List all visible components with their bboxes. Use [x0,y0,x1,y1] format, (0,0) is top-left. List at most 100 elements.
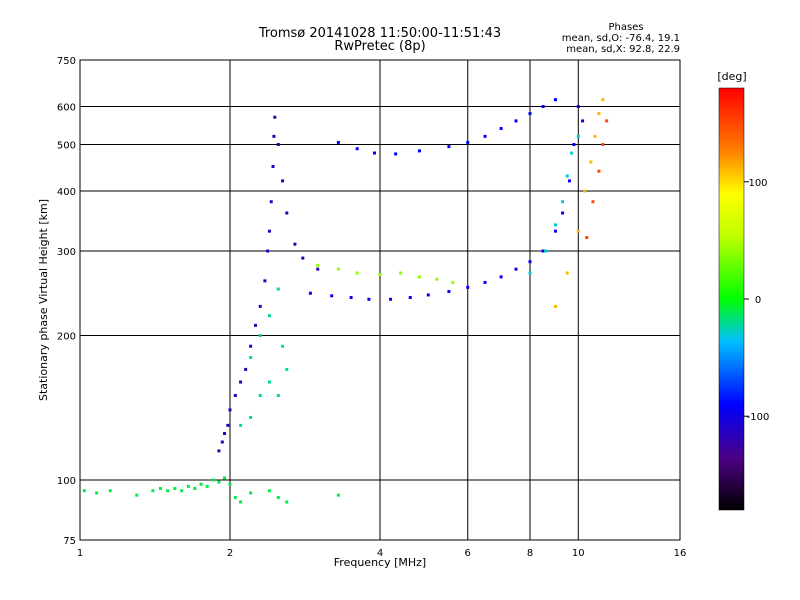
data-point [239,500,243,504]
data-point [258,334,262,338]
x-tick-label: 10 [572,548,585,559]
data-point [271,164,275,168]
data-point [273,115,277,119]
data-point [249,344,253,348]
y-tick-label: 300 [57,247,76,258]
y-tick-label: 75 [63,536,76,547]
data-point [272,134,276,138]
data-point [355,147,359,151]
data-point [605,119,609,123]
data-point [435,277,439,281]
data-point [528,112,532,116]
data-point [223,432,227,436]
data-point [151,489,155,493]
data-point [593,134,597,138]
data-point [95,491,99,495]
data-point [82,489,86,493]
data-point [541,249,545,253]
data-point [576,134,580,138]
data-point [541,105,545,109]
data-point [233,394,237,398]
data-point [276,143,280,147]
data-point [373,151,377,155]
data-point [417,149,421,153]
data-point [514,119,518,123]
data-point [285,500,289,504]
data-point [589,160,593,164]
data-point [601,98,605,102]
data-point [244,367,248,371]
x-tick-label: 2 [227,548,233,559]
data-point [567,179,571,183]
data-point [108,489,112,493]
data-point [228,482,232,486]
data-point [267,314,271,318]
data-point [249,415,253,419]
data-point [239,423,243,427]
data-point [570,151,574,155]
data-point [572,143,576,147]
data-point [180,489,184,493]
data-point [565,271,569,275]
data-point [276,394,280,398]
data-point [378,273,382,277]
data-point [591,200,595,204]
data-point [217,480,221,484]
chart-title-line2: RwPretec (8p) [334,39,426,54]
y-tick-label: 100 [57,476,76,487]
data-point [281,179,285,183]
colorbar-unit-label: [deg] [717,70,746,83]
scatter-points [82,98,609,504]
data-point [166,489,170,493]
x-tick-label: 16 [674,548,687,559]
data-point [336,493,340,497]
data-point [451,280,455,284]
data-point [367,297,371,301]
phases-stats-x: mean, sd,X: 92.8, 22.9 [566,44,680,55]
data-point [217,449,221,453]
data-point [330,294,334,298]
x-tick-label: 6 [465,548,471,559]
data-point [553,98,557,102]
y-tick-label: 400 [57,187,76,198]
data-point [583,189,587,193]
data-point [249,491,253,495]
data-point [408,296,412,300]
data-point [597,169,601,173]
grid-lines [80,60,680,540]
data-point [349,296,353,300]
data-point [135,493,139,497]
data-point [276,495,280,499]
colorbar-tick-label: 0 [755,295,761,306]
x-tick-label: 1 [77,548,83,559]
data-point [597,112,601,116]
data-point [483,280,487,284]
data-point [561,211,565,215]
data-point [426,293,430,297]
data-point [267,380,271,384]
data-point [258,394,262,398]
data-point [466,140,470,144]
data-point [553,223,557,227]
data-point [186,484,190,488]
data-point [528,260,532,264]
data-point [499,275,503,279]
data-point [483,134,487,138]
data-point [399,271,403,275]
data-point [193,487,197,491]
data-point [253,323,257,327]
y-tick-label: 600 [57,103,76,114]
y-tick-label: 200 [57,332,76,343]
data-point [561,200,565,204]
data-point [585,236,589,240]
data-point [447,145,451,149]
data-point [576,105,580,109]
data-point [239,380,243,384]
data-point [308,291,312,295]
data-point [336,267,340,271]
data-point [220,440,224,444]
data-point [301,256,305,260]
data-point [394,152,398,156]
colorbar-tick-label: 100 [748,178,767,189]
